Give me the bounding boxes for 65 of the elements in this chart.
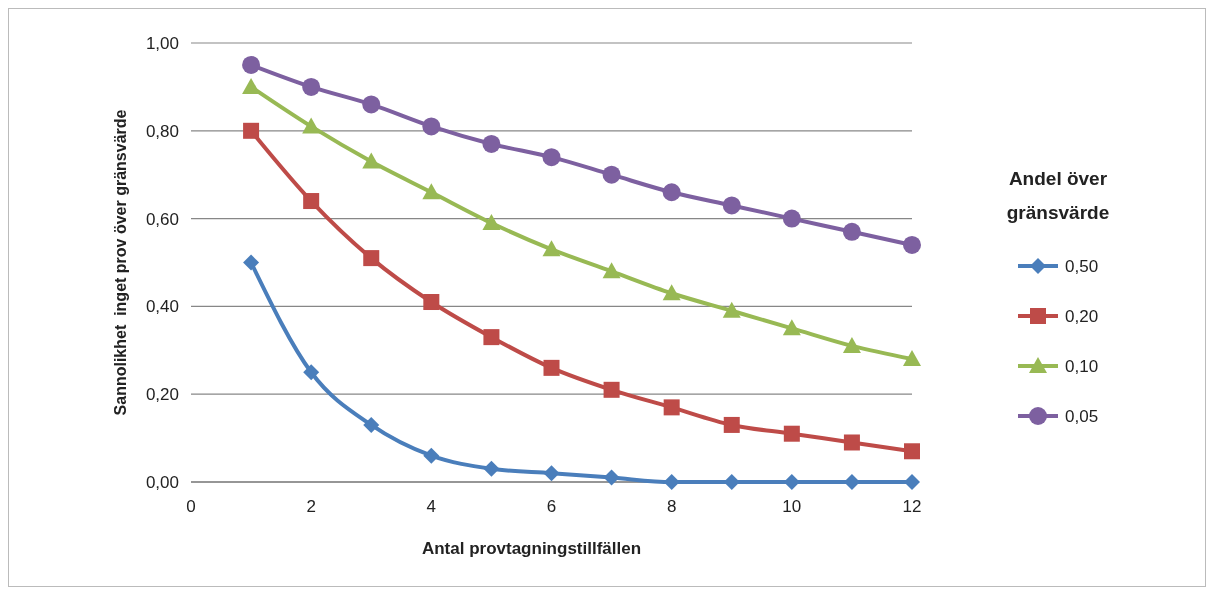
point — [363, 416, 380, 433]
point — [422, 117, 441, 136]
point — [482, 134, 501, 153]
y-tick-label: 0,40 — [145, 297, 179, 317]
point — [603, 381, 620, 398]
point — [843, 434, 860, 451]
point — [482, 213, 501, 230]
point — [362, 95, 381, 114]
point — [662, 284, 681, 301]
y-tick-label: 0,80 — [145, 121, 179, 141]
point — [602, 262, 621, 279]
point — [663, 474, 680, 490]
y-tick-label: 1,00 — [145, 33, 179, 53]
point — [243, 254, 260, 271]
point — [723, 416, 740, 433]
point — [723, 474, 740, 490]
point — [602, 165, 621, 184]
point — [363, 250, 380, 267]
point — [483, 329, 500, 346]
point — [543, 465, 560, 482]
x-tick-label: 0 — [186, 497, 196, 516]
point — [842, 222, 861, 241]
y-axis-title: Sannolikhet inget prov över gränsvärde — [112, 109, 129, 416]
point — [722, 196, 741, 215]
point — [782, 319, 801, 336]
point — [903, 235, 921, 254]
legend-title: Andel över gränsvärde — [1006, 168, 1110, 223]
point — [542, 148, 561, 167]
point — [782, 209, 801, 228]
point — [722, 301, 741, 318]
x-tick-label: 8 — [666, 497, 677, 516]
x-tick-label: 10 — [782, 497, 802, 516]
point — [783, 425, 800, 442]
y-tick-label: 0,60 — [145, 209, 179, 229]
x-tick-label: 4 — [426, 497, 437, 516]
point — [904, 443, 920, 460]
x-axis-title: Antal provtagningstillfällen — [421, 539, 642, 558]
point — [903, 350, 921, 367]
point — [483, 460, 500, 477]
point — [663, 399, 680, 416]
point — [542, 240, 561, 257]
point — [242, 55, 261, 74]
point — [362, 152, 381, 169]
x-tick-label: 2 — [306, 497, 316, 516]
y-tick-label: 0,00 — [145, 472, 179, 492]
point — [422, 183, 441, 200]
point — [302, 77, 321, 96]
legend-label: 0,50 — [1065, 256, 1099, 276]
point — [842, 336, 861, 353]
legend-label: 0,10 — [1065, 356, 1099, 376]
x-tick-label: 6 — [546, 497, 557, 516]
point — [662, 183, 681, 202]
legend-label: 0,05 — [1065, 406, 1099, 426]
point — [543, 359, 560, 376]
legend-label: 0,20 — [1065, 306, 1099, 326]
point — [303, 364, 320, 381]
point — [303, 193, 320, 210]
x-tick-label: 12 — [902, 497, 922, 516]
y-tick-label: 0,20 — [145, 385, 179, 405]
point — [243, 122, 260, 139]
point — [603, 469, 620, 486]
point — [904, 474, 920, 490]
point — [302, 117, 321, 134]
point — [423, 447, 440, 464]
point — [423, 294, 440, 311]
